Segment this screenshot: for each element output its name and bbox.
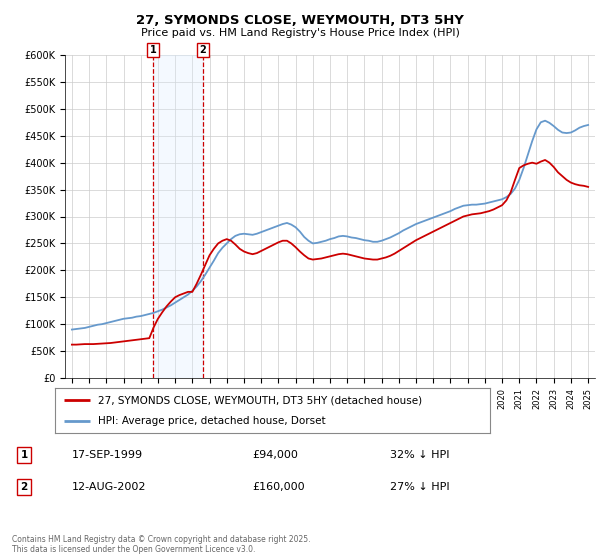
HPI: Average price, detached house, Dorset: (2.02e+03, 4.7e+05): Average price, detached house, Dorset: (… xyxy=(584,122,592,128)
Line: HPI: Average price, detached house, Dorset: HPI: Average price, detached house, Dors… xyxy=(72,120,588,329)
27, SYMONDS CLOSE, WEYMOUTH, DT3 5HY (detached house) xyxy=(554,169,562,176)
Text: 32% ↓ HPI: 32% ↓ HPI xyxy=(390,450,449,460)
27, SYMONDS CLOSE, WEYMOUTH, DT3 5HY (detached house) xyxy=(120,338,127,345)
Line: 27, SYMONDS CLOSE, WEYMOUTH, DT3 5HY (detached house): 27, SYMONDS CLOSE, WEYMOUTH, DT3 5HY (de… xyxy=(72,160,588,344)
HPI: Average price, detached house, Dorset: (2e+03, 1.1e+05): Average price, detached house, Dorset: (… xyxy=(120,315,127,322)
Text: 12-AUG-2002: 12-AUG-2002 xyxy=(72,482,146,492)
Bar xyxy=(153,55,203,378)
Text: HPI: Average price, detached house, Dorset: HPI: Average price, detached house, Dors… xyxy=(98,416,326,426)
Text: 1: 1 xyxy=(149,45,157,55)
Text: £94,000: £94,000 xyxy=(252,450,298,460)
HPI: Average price, detached house, Dorset: (2.01e+03, 2.85e+05): Average price, detached house, Dorset: (… xyxy=(287,221,295,228)
27, SYMONDS CLOSE, WEYMOUTH, DT3 5HY (detached house) xyxy=(391,250,398,257)
27, SYMONDS CLOSE, WEYMOUTH, DT3 5HY (detached house) xyxy=(68,341,76,348)
27, SYMONDS CLOSE, WEYMOUTH, DT3 5HY (detached house) xyxy=(287,240,295,247)
Text: 27, SYMONDS CLOSE, WEYMOUTH, DT3 5HY (detached house): 27, SYMONDS CLOSE, WEYMOUTH, DT3 5HY (de… xyxy=(98,395,422,405)
HPI: Average price, detached house, Dorset: (2e+03, 1.62e+05): Average price, detached house, Dorset: (… xyxy=(189,287,196,294)
Text: 1: 1 xyxy=(20,450,28,460)
27, SYMONDS CLOSE, WEYMOUTH, DT3 5HY (detached house) xyxy=(189,288,196,295)
Text: Price paid vs. HM Land Registry's House Price Index (HPI): Price paid vs. HM Land Registry's House … xyxy=(140,28,460,38)
Text: 2: 2 xyxy=(20,482,28,492)
Text: Contains HM Land Registry data © Crown copyright and database right 2025.
This d: Contains HM Land Registry data © Crown c… xyxy=(12,535,311,554)
Text: 27% ↓ HPI: 27% ↓ HPI xyxy=(390,482,449,492)
Text: £160,000: £160,000 xyxy=(252,482,305,492)
Text: 2: 2 xyxy=(199,45,206,55)
27, SYMONDS CLOSE, WEYMOUTH, DT3 5HY (detached house) xyxy=(584,184,592,190)
HPI: Average price, detached house, Dorset: (2.02e+03, 4.61e+05): Average price, detached house, Dorset: (… xyxy=(554,127,562,133)
HPI: Average price, detached house, Dorset: (2.02e+03, 2.89e+05): Average price, detached house, Dorset: (… xyxy=(417,219,424,226)
Text: 27, SYMONDS CLOSE, WEYMOUTH, DT3 5HY: 27, SYMONDS CLOSE, WEYMOUTH, DT3 5HY xyxy=(136,14,464,27)
Text: 17-SEP-1999: 17-SEP-1999 xyxy=(72,450,143,460)
HPI: Average price, detached house, Dorset: (2.02e+03, 4.78e+05): Average price, detached house, Dorset: (… xyxy=(541,117,548,124)
HPI: Average price, detached house, Dorset: (2e+03, 9e+04): Average price, detached house, Dorset: (… xyxy=(68,326,76,333)
HPI: Average price, detached house, Dorset: (2.01e+03, 2.65e+05): Average price, detached house, Dorset: (… xyxy=(391,232,398,239)
27, SYMONDS CLOSE, WEYMOUTH, DT3 5HY (detached house) xyxy=(417,235,424,241)
27, SYMONDS CLOSE, WEYMOUTH, DT3 5HY (detached house) xyxy=(541,157,548,164)
